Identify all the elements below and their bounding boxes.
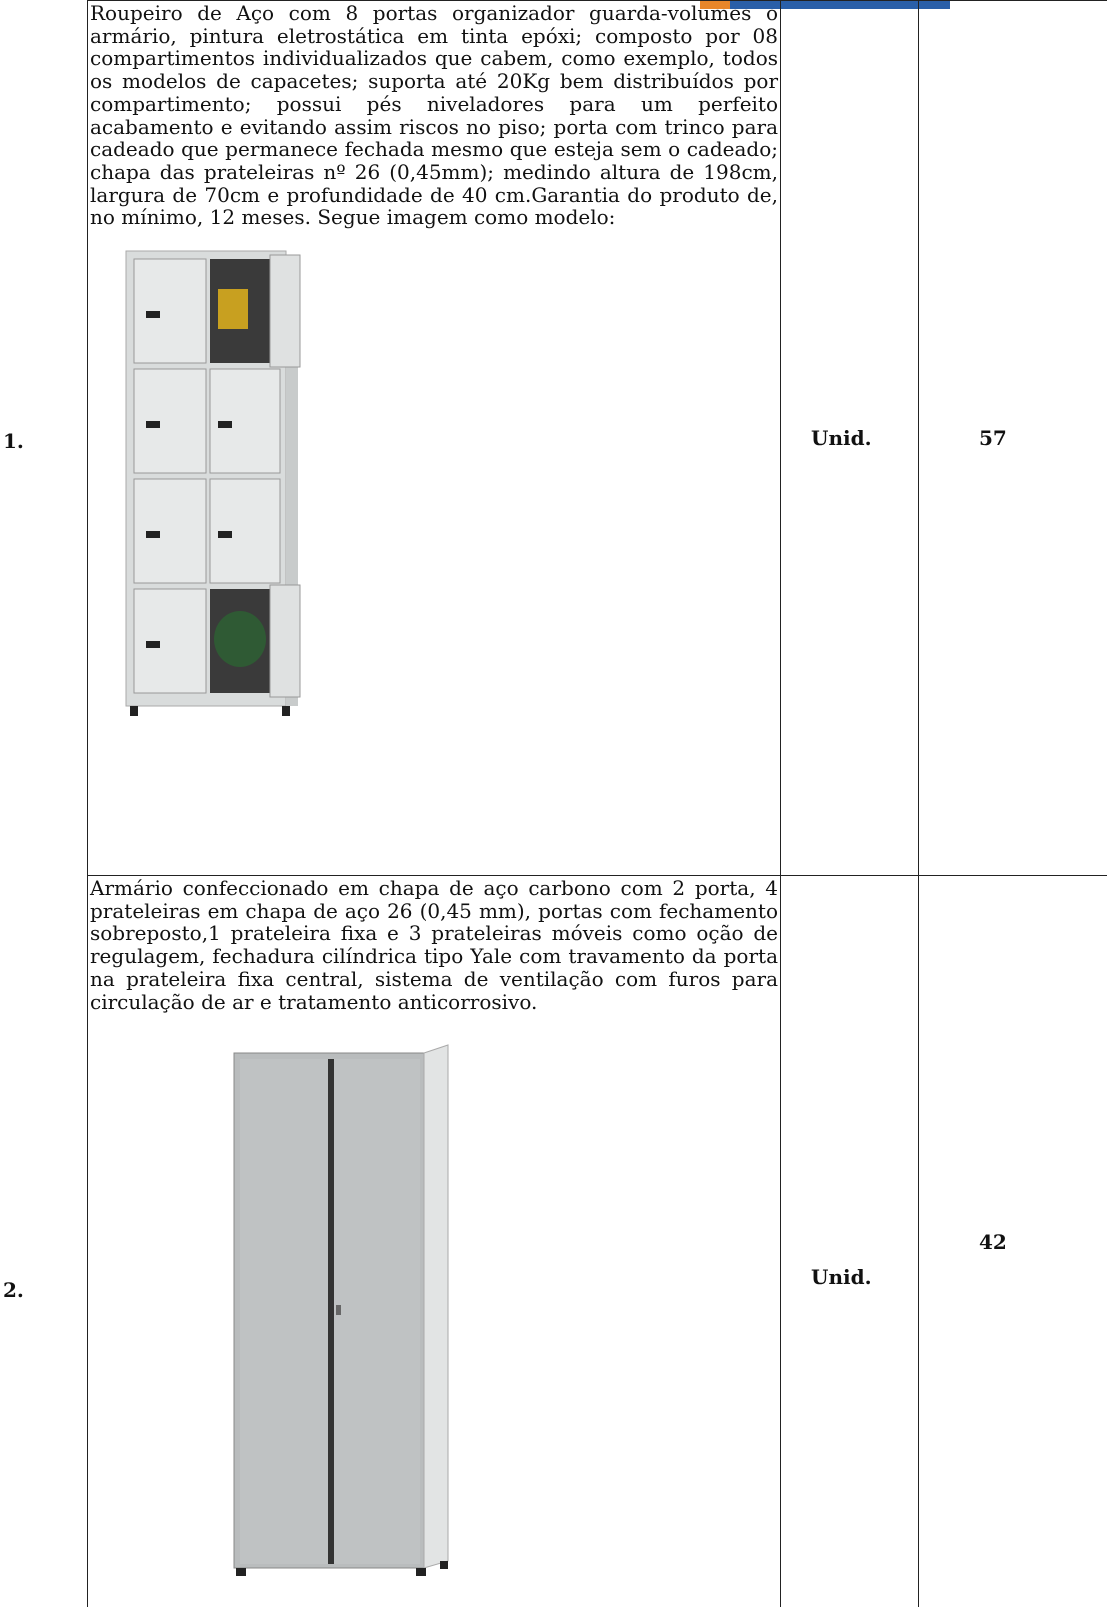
description-cell: 2. Armário confeccionado em chapa de aço … [3, 875, 781, 1607]
quantity: 42 [918, 875, 1107, 1607]
quantity: 57 [918, 0, 1107, 876]
unit: Unid. [780, 875, 919, 1607]
items-table: 1. Roupeiro de Aço com 8 portas organizad… [3, 0, 1107, 1607]
locker-image [125, 250, 301, 717]
table-row: 1. Roupeiro de Aço com 8 portas organizad… [3, 0, 1107, 876]
cabinet-image [233, 1044, 449, 1577]
description: Roupeiro de Aço com 8 portas organizador… [90, 1, 778, 230]
description-cell: 1. Roupeiro de Aço com 8 portas organizad… [3, 0, 781, 876]
item-number: 2. [3, 1278, 24, 1302]
table-row: 2. Armário confeccionado em chapa de aço … [3, 875, 1107, 1607]
item-number: 1. [3, 428, 24, 453]
unit: Unid. [780, 0, 919, 876]
description: Armário confeccionado em chapa de aço ca… [90, 876, 778, 1014]
